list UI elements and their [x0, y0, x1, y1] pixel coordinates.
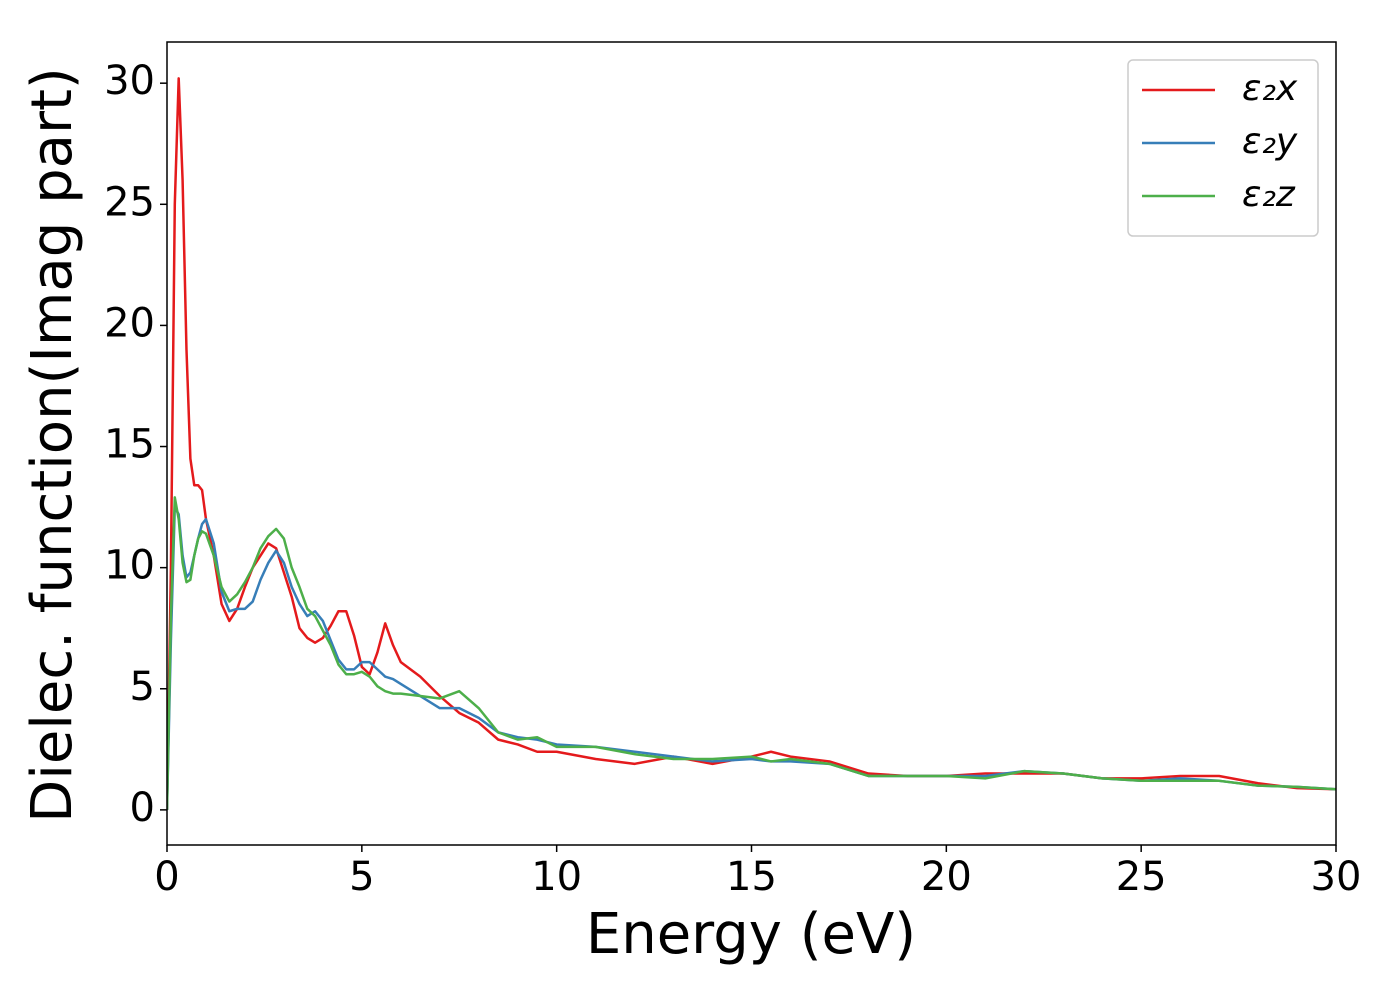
x-tick-label: 30	[1311, 854, 1362, 900]
x-tick-label: 20	[921, 854, 972, 900]
y-tick-label: 10	[104, 543, 155, 589]
plot-lines	[167, 77, 1336, 810]
x-tick-label: 10	[531, 854, 582, 900]
x-tick-label: 25	[1116, 854, 1167, 900]
y-tick-label: 0	[130, 785, 155, 831]
x-tick-label: 15	[726, 854, 777, 900]
y-axis-label: Dielec. function(Imag part)	[20, 67, 85, 823]
legend-label: ε₂x	[1242, 68, 1298, 109]
y-tick-label: 30	[104, 58, 155, 104]
data-line	[167, 496, 1336, 810]
y-tick-label: 5	[130, 664, 155, 710]
x-axis-label: Energy (eV)	[586, 902, 916, 967]
legend-label: ε₂y	[1242, 121, 1298, 162]
x-tick-label: 5	[349, 854, 374, 900]
y-tick-label: 15	[104, 422, 155, 468]
x-tick-label: 0	[154, 854, 179, 900]
legend-label: ε₂z	[1242, 174, 1296, 215]
y-tick-label: 25	[104, 179, 155, 225]
legend-box	[1127, 59, 1319, 237]
y-tick-label: 20	[104, 300, 155, 346]
